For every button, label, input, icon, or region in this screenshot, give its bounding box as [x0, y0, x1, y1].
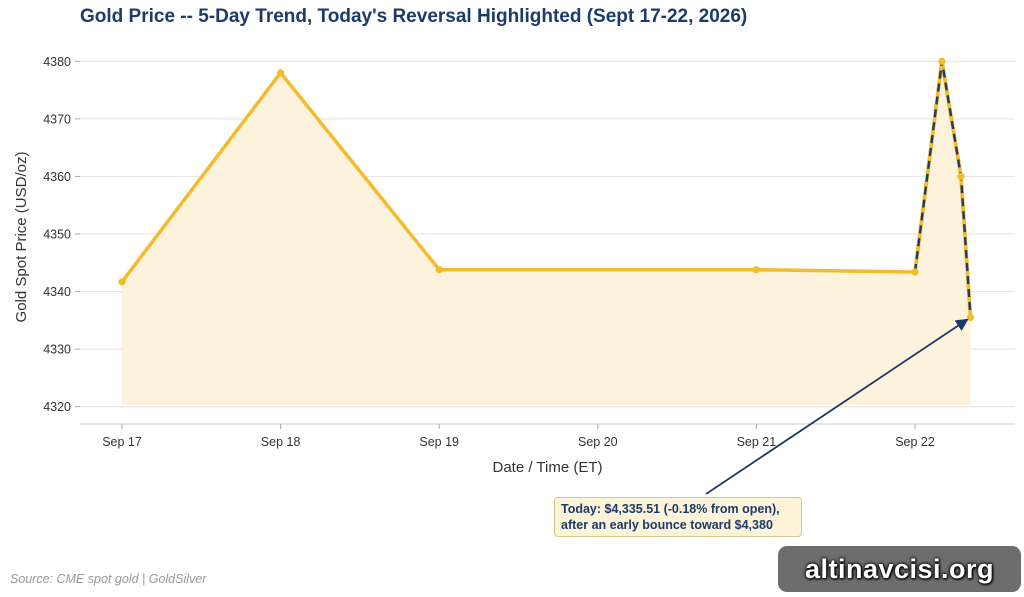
x-axis-label: Date / Time (ET)	[492, 459, 602, 476]
source-note: Source: CME spot gold | GoldSilver	[10, 572, 207, 586]
y-tick-label-4350: 4350	[43, 228, 71, 242]
y-tick-label-4370: 4370	[43, 112, 71, 126]
chart-title: Gold Price -- 5-Day Trend, Today's Rever…	[80, 6, 748, 27]
price-area-fill	[122, 61, 971, 405]
y-tick-label-4380: 4380	[43, 55, 71, 69]
watermark-logo: altinavcisi.org	[778, 546, 1021, 592]
x-tick-label-2: Sep 19	[419, 435, 459, 449]
annotation-line-2: after an early bounce toward $4,380	[561, 518, 773, 532]
x-tick-label-1: Sep 18	[261, 435, 301, 449]
data-point-5	[938, 57, 946, 65]
data-point-6	[957, 172, 965, 181]
x-tick-label-0: Sep 17	[102, 435, 142, 449]
y-tick-label-4360: 4360	[43, 170, 71, 184]
series-today-dash	[913, 60, 972, 318]
data-point-0	[118, 278, 126, 286]
data-point-4	[911, 268, 919, 276]
y-tick-label-4340: 4340	[43, 285, 71, 299]
x-tick-label-3: Sep 20	[578, 435, 618, 449]
x-tick-label-5: Sep 22	[895, 435, 935, 449]
data-point-3	[752, 266, 761, 274]
y-tick-label-4320: 4320	[43, 400, 71, 414]
y-axis-label: Gold Spot Price (USD/oz)	[13, 152, 30, 323]
annotation-arrow-line	[705, 318, 969, 495]
data-point-1	[277, 69, 285, 77]
annotation-box: Today: $4,335.51 (-0.18% from open), aft…	[554, 497, 802, 537]
annotation-line-1: Today: $4,335.51 (-0.18% from open),	[561, 502, 780, 516]
data-point-2	[435, 266, 443, 274]
annotation-arrow	[705, 318, 969, 495]
data-points	[118, 57, 975, 322]
area-fill	[122, 61, 971, 405]
y-tick-label-4330: 4330	[43, 343, 71, 357]
axes: 4320 4330 4340 4350 4360 4370 4380 Sep 17 Sep 18…	[43, 55, 1015, 449]
x-tick-label-4: Sep 21	[737, 435, 777, 449]
data-point-7	[966, 313, 975, 322]
